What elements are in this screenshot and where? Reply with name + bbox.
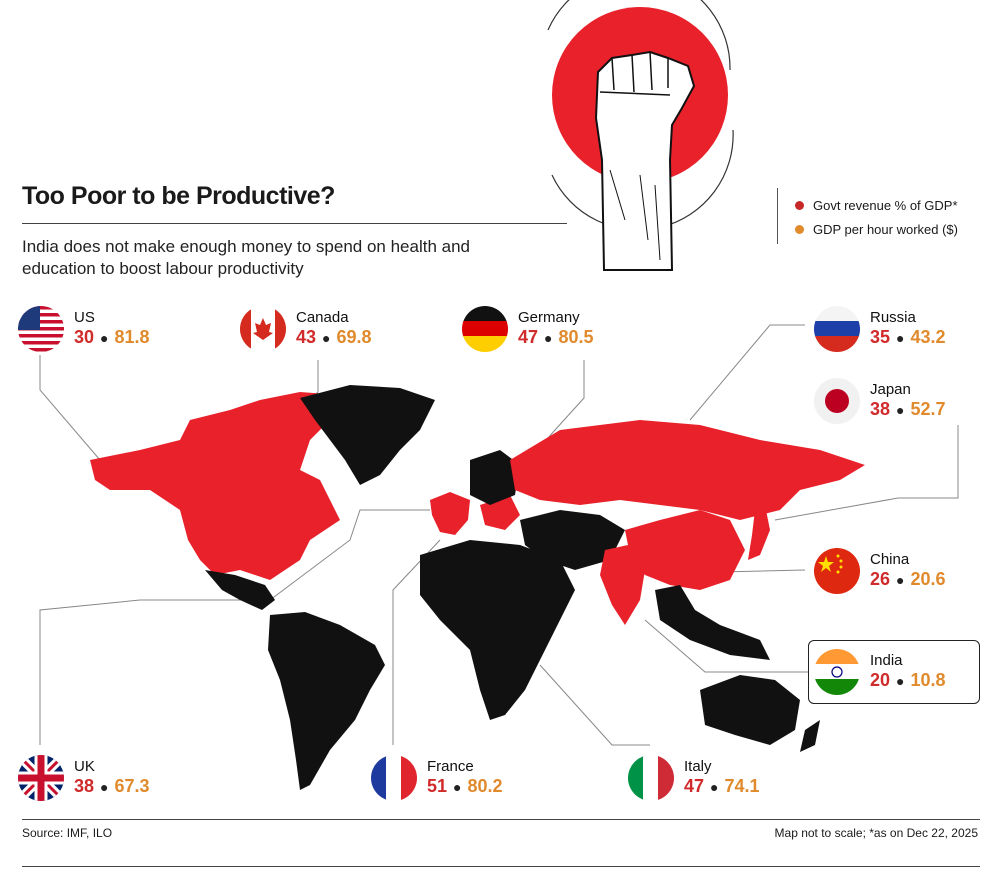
legend-dot-red <box>795 201 804 210</box>
india-region <box>600 545 645 625</box>
bottom-divider <box>22 866 980 867</box>
revenue-value: 38 <box>870 399 891 419</box>
revenue-value: 47 <box>684 776 705 796</box>
country-germany: Germany 47 ● 80.5 <box>462 306 594 352</box>
country-canada: Canada 43 ● 69.8 <box>240 306 372 352</box>
country-name: France <box>427 758 474 775</box>
gdp-hour-value: 20.6 <box>910 569 946 589</box>
china-region <box>625 510 745 590</box>
africa-region <box>420 540 575 720</box>
country-italy: Italy 47 ● 74.1 <box>628 755 760 801</box>
legend-divider <box>777 188 778 244</box>
revenue-value: 38 <box>74 776 95 796</box>
title-divider <box>22 223 567 224</box>
revenue-value: 20 <box>870 670 891 690</box>
raised-fist-icon <box>547 0 734 271</box>
country-name: Italy <box>684 758 712 775</box>
country-france: France 51 ● 80.2 <box>371 755 503 801</box>
gdp-hour-value: 52.7 <box>910 399 946 419</box>
gdp-hour-value: 81.8 <box>114 327 150 347</box>
page-subtitle: India does not make enough money to spen… <box>22 237 471 278</box>
country-japan: Japan 38 ● 52.7 <box>814 378 946 424</box>
uk-flag-icon <box>18 755 64 801</box>
revenue-value: 26 <box>870 569 891 589</box>
china-flag-icon <box>814 548 860 594</box>
us-flag-icon <box>18 306 64 352</box>
russia-region <box>510 420 865 520</box>
revenue-value: 30 <box>74 327 95 347</box>
country-name: China <box>870 551 910 568</box>
revenue-value: 51 <box>427 776 448 796</box>
gdp-hour-value: 80.5 <box>558 327 594 347</box>
revenue-value: 47 <box>518 327 539 347</box>
legend-label: Govt revenue % of GDP* <box>813 198 958 213</box>
country-name: Canada <box>296 309 349 326</box>
japan-flag-icon <box>814 378 860 424</box>
country-name: Japan <box>870 381 911 398</box>
revenue-value: 43 <box>296 327 317 347</box>
gdp-hour-value: 80.2 <box>467 776 503 796</box>
country-name: India <box>870 652 903 669</box>
page-title: Too Poor to be Productive? <box>22 182 335 210</box>
canada-flag-icon <box>240 306 286 352</box>
gdp-hour-value: 43.2 <box>910 327 946 347</box>
country-china: China 26 ● 20.6 <box>814 548 946 594</box>
country-name: US <box>74 309 95 326</box>
italy-flag-icon <box>628 755 674 801</box>
gdp-hour-value: 67.3 <box>114 776 150 796</box>
legend-label: GDP per hour worked ($) <box>813 222 958 237</box>
australia-region <box>700 675 800 745</box>
gdp-hour-value: 69.8 <box>336 327 372 347</box>
india-flag-icon <box>814 649 860 695</box>
country-us: US 30 ● 81.8 <box>18 306 150 352</box>
russia-flag-icon <box>814 306 860 352</box>
country-uk: UK 38 ● 67.3 <box>18 755 150 801</box>
greenland-region <box>300 385 435 485</box>
germany-flag-icon <box>462 306 508 352</box>
legend-item-gdp-hour: GDP per hour worked ($) <box>795 222 958 237</box>
france-flag-icon <box>371 755 417 801</box>
legend-dot-orange <box>795 225 804 234</box>
south-america-region <box>268 612 385 790</box>
revenue-value: 35 <box>870 327 891 347</box>
footer-divider <box>22 819 980 820</box>
gdp-hour-value: 74.1 <box>724 776 760 796</box>
country-russia: Russia 35 ● 43.2 <box>814 306 946 352</box>
country-india: India 20 ● 10.8 <box>814 649 946 695</box>
map-note: Map not to scale; *as on Dec 22, 2025 <box>774 826 978 840</box>
india-highlight-box <box>808 640 980 704</box>
north-america-region <box>90 392 340 580</box>
country-name: Germany <box>518 309 580 326</box>
country-name: Russia <box>870 309 916 326</box>
country-name: UK <box>74 758 95 775</box>
gdp-hour-value: 10.8 <box>910 670 946 690</box>
source-note: Source: IMF, ILO <box>22 826 113 840</box>
legend-item-revenue: Govt revenue % of GDP* <box>795 198 958 213</box>
